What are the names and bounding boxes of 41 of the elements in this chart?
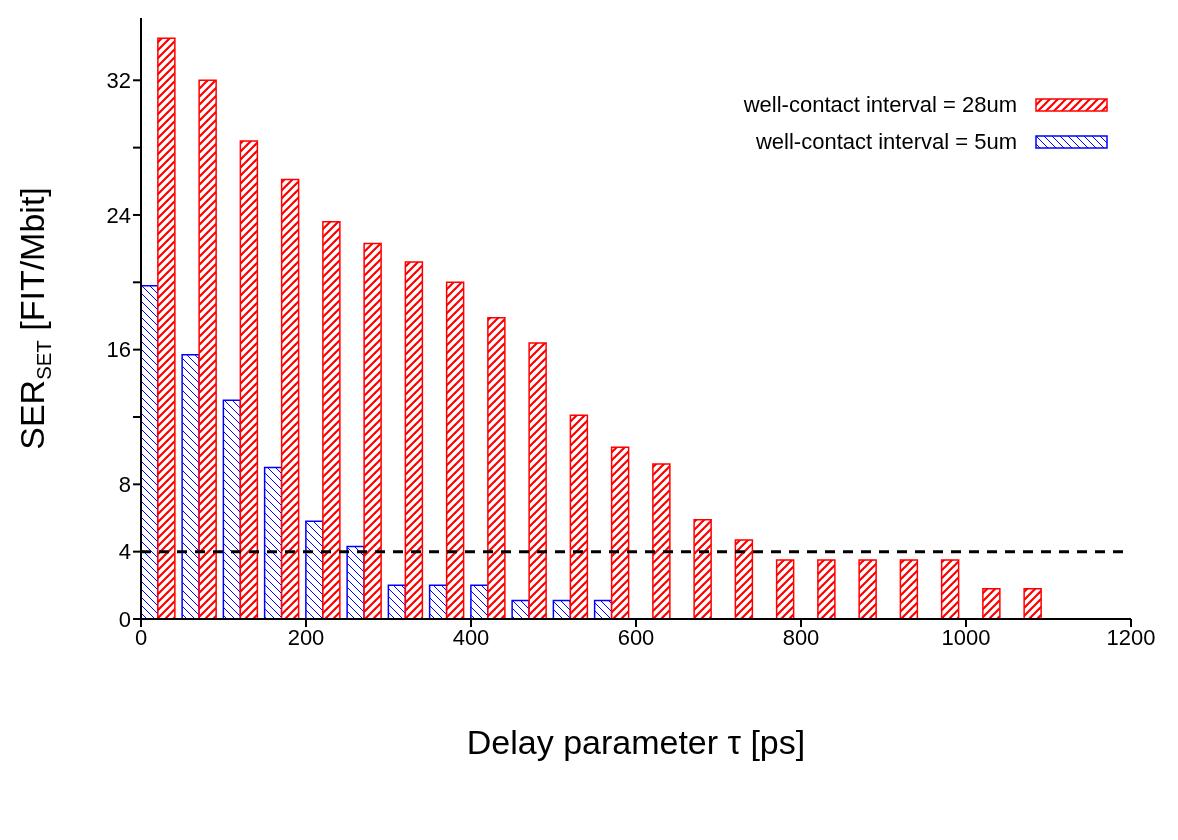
x-tick-label: 600	[617, 624, 655, 650]
bar	[404, 261, 424, 619]
legend-label: well-contact interval = 28um	[743, 91, 1017, 118]
bar	[899, 559, 919, 619]
bar	[652, 463, 671, 619]
y-tick-label: 0	[118, 606, 131, 632]
bar	[445, 281, 465, 619]
bar	[181, 353, 200, 619]
bar	[775, 559, 795, 619]
bar	[817, 559, 836, 619]
bar	[239, 140, 259, 619]
x-tick-label: 0	[134, 624, 148, 650]
bar	[263, 466, 283, 619]
x-axis-title: Delay parameter τ [ps]	[466, 722, 806, 761]
x-tick-label: 800	[782, 624, 820, 650]
y-tick-label: 16	[106, 337, 131, 363]
bar	[858, 559, 877, 619]
bar	[487, 316, 506, 619]
bar	[734, 539, 754, 619]
x-tick-label: 200	[287, 624, 325, 650]
y-tick-label: 8	[118, 472, 131, 498]
y-tick-label: 24	[106, 202, 131, 228]
y-tick-label: 4	[118, 539, 131, 565]
bar	[157, 37, 176, 619]
x-tick-label: 400	[452, 624, 490, 650]
y-tick-label: 32	[106, 68, 131, 94]
bar	[1023, 587, 1042, 619]
bar	[198, 79, 217, 619]
bar	[569, 414, 589, 619]
legend-label: well-contact interval = 5um	[755, 128, 1017, 155]
bar	[528, 342, 547, 619]
bar	[610, 446, 630, 619]
bar	[322, 220, 341, 619]
bar	[940, 559, 960, 619]
x-tick-label: 1000	[941, 624, 991, 650]
bar	[982, 587, 1001, 619]
x-tick-label: 1200	[1106, 624, 1156, 650]
bar	[222, 399, 242, 619]
bar	[693, 518, 712, 619]
bar	[363, 242, 382, 619]
bar	[280, 178, 300, 619]
